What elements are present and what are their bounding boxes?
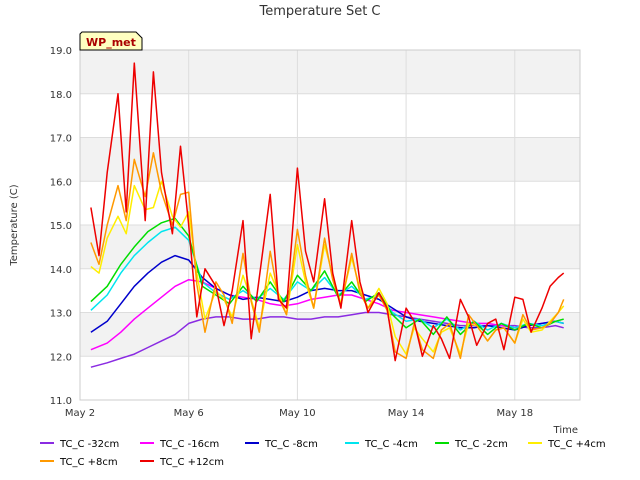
x-tick-label: May 10 [279, 408, 316, 419]
legend-label: TC_C -2cm [454, 439, 508, 450]
site-label-box: WP_met [79, 31, 143, 51]
y-tick-label: 12.0 [50, 352, 72, 363]
series-line [90, 62, 565, 362]
y-tick-label: 17.0 [50, 134, 72, 145]
background-band [80, 93, 580, 138]
background-band [80, 356, 580, 400]
legend: TC_C -32cm TC_C -16cm TC_C -8cm TC_C -4cm TC… [40, 439, 606, 468]
legend-label: TC_C -32cm [59, 439, 119, 450]
y-tick-label: 19.0 [50, 46, 72, 57]
x-tick-label: May 18 [496, 408, 533, 419]
y-tick-label: 16.0 [50, 177, 72, 188]
series-line [90, 217, 564, 336]
y-axis-title: Temperature (C) [9, 184, 20, 266]
legend-label: TC_C +4cm [547, 439, 606, 450]
legend-label: TC_C -8cm [264, 439, 318, 450]
y-tick-label: 11.0 [50, 396, 72, 407]
legend-label: TC_C +8cm [59, 457, 118, 468]
y-tick-label: 14.0 [50, 265, 72, 276]
plot-frame [79, 49, 581, 401]
background-band [80, 50, 580, 94]
background-band [80, 268, 580, 313]
series-line [90, 278, 564, 351]
y-tick-label: 13.0 [50, 309, 72, 320]
background-band [80, 137, 580, 182]
background-band [80, 312, 580, 357]
x-tick-label: May 6 [174, 408, 204, 419]
series-line [90, 254, 564, 333]
site-label: WP_met [86, 36, 136, 49]
y-axis-ticks: 11.0 12.0 13.0 14.0 15.0 16.0 17.0 18.0 19.0 [50, 46, 72, 407]
legend-label: TC_C -16cm [159, 439, 219, 450]
x-axis-ticks: May 2 May 6 May 10 May 14 May 18 [65, 408, 533, 419]
legend-label: TC_C -4cm [364, 439, 418, 450]
x-tick-label: May 2 [65, 408, 95, 419]
y-tick-label: 18.0 [50, 90, 72, 101]
y-tick-label: 15.0 [50, 221, 72, 232]
series-lines [90, 62, 565, 368]
x-axis-title: Time [553, 425, 578, 436]
x-tick-label: May 14 [388, 408, 425, 419]
chart-title: Temperature Set C [258, 4, 380, 19]
legend-label: TC_C +12cm [159, 457, 224, 468]
